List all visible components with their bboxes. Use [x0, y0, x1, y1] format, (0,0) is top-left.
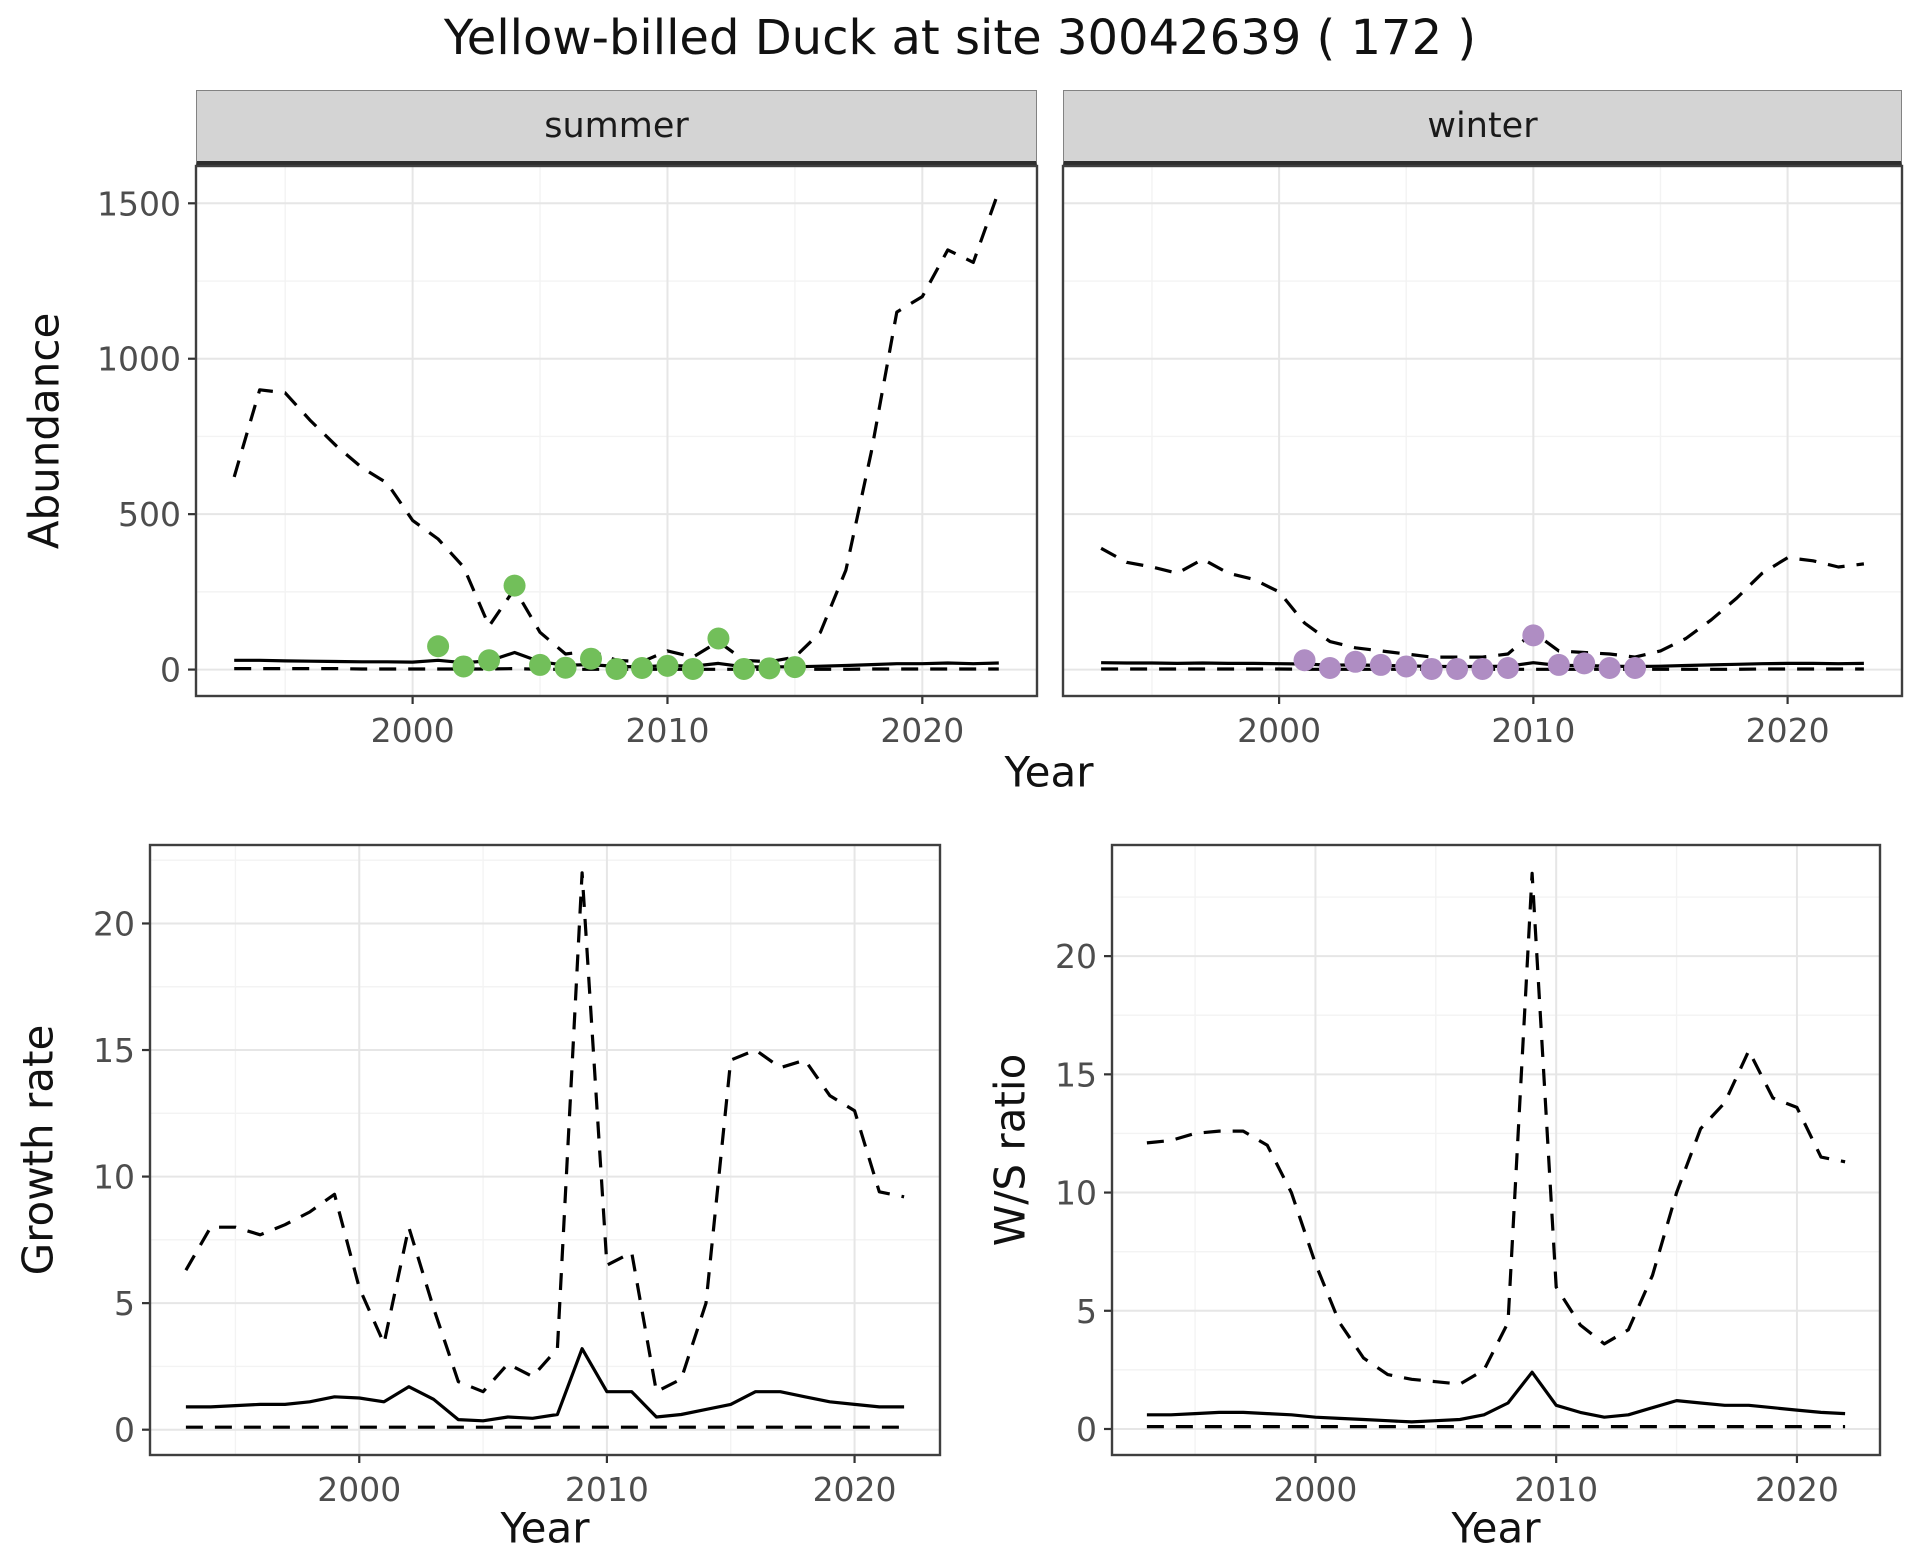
panel-border: [1110, 843, 1882, 1457]
data-point: [681, 657, 704, 680]
series-median-solid: [185, 1347, 905, 1423]
data-point: [1471, 657, 1494, 680]
data-point: [758, 657, 781, 680]
x-tick-label: 2020: [1755, 1470, 1839, 1509]
data-point: [452, 655, 475, 678]
x-tick-label: 2010: [1514, 1470, 1598, 1509]
ws-ratio-chart: 2000 2010 2020 0 5 10 15 20: [1055, 843, 1882, 1509]
y-tick-label: 1500: [97, 184, 181, 223]
data-point: [1624, 657, 1647, 680]
page-title: Yellow-billed Duck at site 30042639 ( 17…: [443, 10, 1477, 66]
data-point: [478, 649, 501, 672]
x-axis-label-year-growth: Year: [500, 1503, 590, 1553]
data-point: [1446, 657, 1469, 680]
panel-background: [1112, 845, 1880, 1455]
data-point: [1522, 624, 1545, 647]
winter-abundance-chart: 2000 2010 2020: [1061, 164, 1904, 750]
facet-strip-summer: summer: [196, 90, 1037, 166]
x-tick-label: 2000: [1273, 1470, 1357, 1509]
data-point: [1496, 657, 1519, 680]
y-tick-label: 15: [93, 1031, 135, 1070]
data-point: [1420, 657, 1443, 680]
series-upper-credible-dashed: [1146, 871, 1846, 1386]
data-point: [1573, 652, 1596, 675]
x-tick-label: 2010: [625, 711, 709, 750]
y-tick-label: 10: [93, 1158, 135, 1197]
data-point: [1395, 655, 1418, 678]
data-point: [554, 656, 577, 679]
y-axis-label-growth-rate: Growth rate: [13, 1024, 63, 1276]
data-point: [1344, 650, 1367, 673]
data-point: [783, 656, 806, 679]
panel-background: [1063, 166, 1902, 696]
data-point: [580, 647, 603, 670]
y-tick-label: 0: [114, 1411, 135, 1450]
data-point: [1293, 649, 1316, 672]
y-axis-label-ws-ratio: W/S ratio: [985, 1053, 1035, 1247]
data-point: [503, 574, 526, 597]
x-tick-label: 2000: [371, 711, 455, 750]
series-upper-credible-dashed: [184, 871, 905, 1394]
y-tick-label: 1000: [97, 340, 181, 379]
y-tick-label: 500: [118, 495, 181, 534]
facet-strip-winter: winter: [1063, 90, 1902, 166]
x-tick-label: 2020: [1746, 711, 1830, 750]
panel-border: [1061, 164, 1904, 698]
panel-background: [196, 166, 1037, 696]
summer-abundance-chart: 2000 2010 2020 0 500 1000 1500: [97, 164, 1039, 750]
x-axis-label-year-top: Year: [1004, 747, 1094, 797]
x-tick-label: 2020: [813, 1470, 897, 1509]
data-point: [1369, 653, 1392, 676]
y-tick-label: 15: [1055, 1055, 1097, 1094]
data-point: [427, 635, 450, 658]
y-axis-label-abundance: Abundance: [19, 312, 69, 550]
data-point: [630, 657, 653, 680]
data-point: [732, 657, 755, 680]
x-tick-label: 2020: [880, 711, 964, 750]
data-point: [1547, 653, 1570, 676]
data-point: [605, 657, 628, 680]
y-tick-label: 0: [160, 651, 181, 690]
y-tick-label: 10: [1055, 1174, 1097, 1213]
y-tick-label: 0: [1076, 1410, 1097, 1449]
x-tick-label: 2010: [1491, 711, 1575, 750]
y-tick-label: 5: [1076, 1292, 1097, 1331]
data-point: [1598, 657, 1621, 680]
data-point: [1318, 657, 1341, 680]
panel-border: [194, 164, 1039, 698]
x-tick-label: 2000: [1237, 711, 1321, 750]
data-point: [656, 654, 679, 677]
series-median-solid: [1146, 1370, 1846, 1424]
data-point: [529, 653, 552, 676]
x-tick-label: 2000: [317, 1470, 401, 1509]
series-upper-credible-dashed: [1100, 546, 1865, 659]
panel-background: [150, 845, 940, 1455]
y-tick-label: 20: [93, 904, 135, 943]
x-axis-label-year-ws: Year: [1451, 1503, 1541, 1553]
panel-border: [148, 843, 942, 1457]
data-point: [707, 627, 730, 650]
y-tick-label: 5: [114, 1284, 135, 1323]
growth-rate-chart: 2000 2010 2020 0 5 10 15 20: [93, 843, 942, 1509]
x-tick-label: 2010: [565, 1470, 649, 1509]
y-tick-label: 20: [1055, 937, 1097, 976]
